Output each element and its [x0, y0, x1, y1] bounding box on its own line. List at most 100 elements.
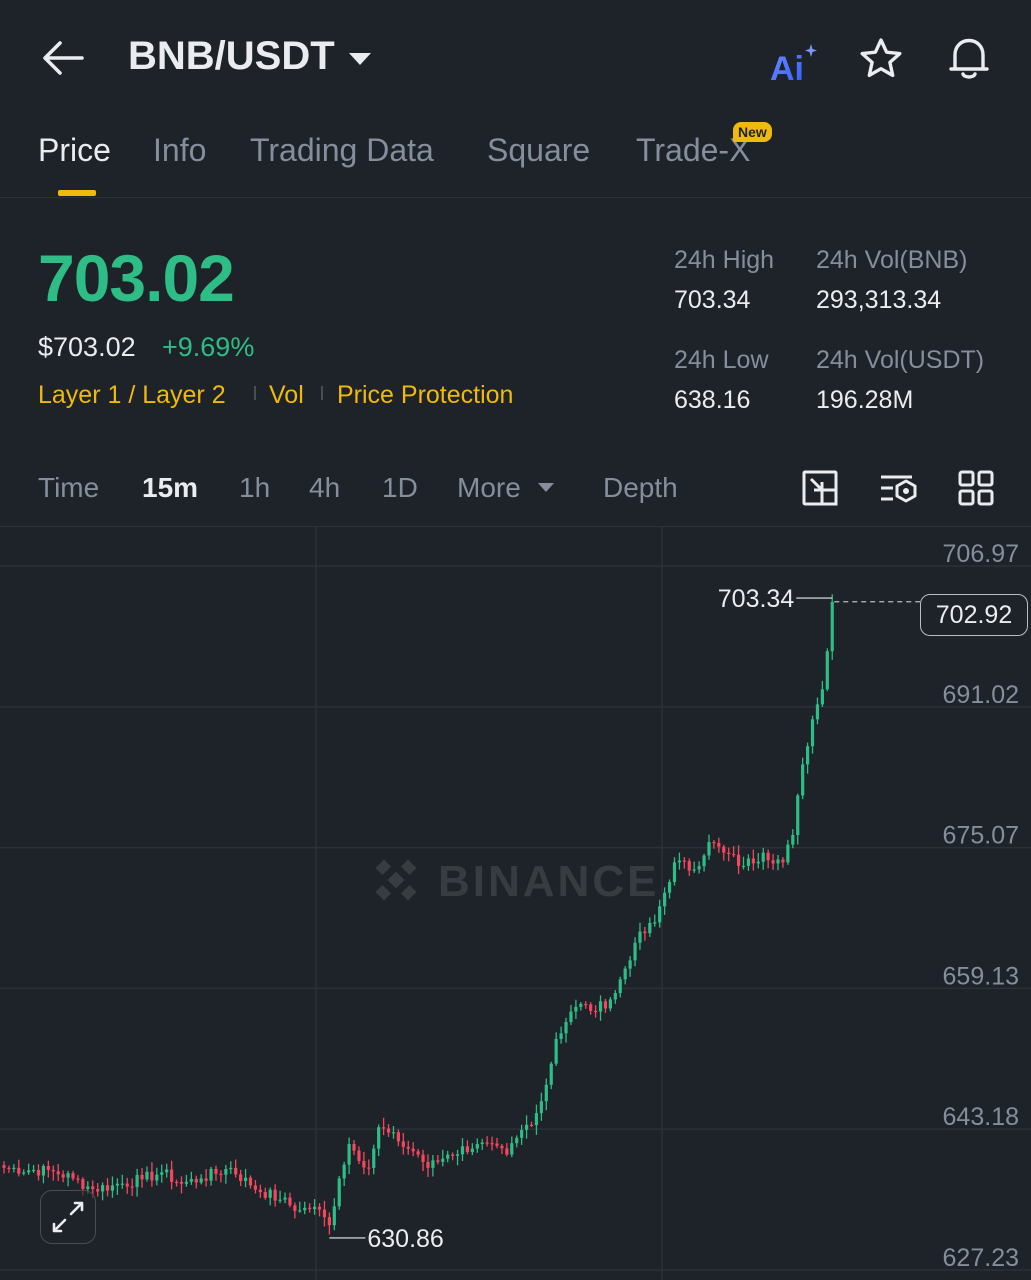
candle-body	[125, 1183, 129, 1187]
tab-trade-x[interactable]: Trade-X	[636, 132, 751, 168]
depth-tab[interactable]: Depth	[603, 472, 678, 503]
fullscreen-chart-button[interactable]	[800, 468, 840, 508]
candle-body	[510, 1143, 514, 1155]
candle-body	[411, 1148, 415, 1152]
candle-body	[347, 1144, 351, 1165]
candle-body	[150, 1171, 154, 1181]
candle-body	[258, 1189, 262, 1193]
candle-body	[184, 1181, 189, 1184]
candle-body	[672, 862, 677, 883]
back-button[interactable]	[38, 36, 86, 80]
tab-square[interactable]: Square	[487, 132, 591, 168]
interval-time[interactable]: Time	[38, 472, 100, 503]
interval-1h[interactable]: 1h	[239, 472, 271, 503]
candle-body	[229, 1167, 233, 1170]
y-tick-label: 659.13	[943, 962, 1019, 990]
candle-body	[480, 1142, 484, 1145]
candle-body	[653, 922, 657, 924]
candle-body	[140, 1174, 144, 1180]
tag-vol[interactable]: Vol	[269, 381, 304, 409]
tag-layer[interactable]: Layer 1 / Layer 2	[38, 381, 226, 409]
candle-body	[633, 942, 637, 961]
low-marker-label: 630.86	[367, 1225, 443, 1253]
pair-selector[interactable]: BNB/USDT	[128, 34, 371, 79]
last-price: 703.02	[38, 241, 235, 315]
candle-body	[446, 1154, 450, 1159]
vol-quote-value: 196.28M	[816, 386, 914, 414]
y-tick-label: 706.97	[943, 540, 1019, 568]
candle-body	[372, 1148, 376, 1168]
candle-body	[569, 1011, 573, 1023]
candle-body	[801, 764, 805, 796]
expand-chart-button[interactable]	[40, 1190, 96, 1244]
candle-body	[36, 1169, 41, 1176]
layout-button[interactable]	[956, 468, 996, 508]
candle-body	[598, 1001, 603, 1012]
candle-body	[796, 795, 800, 836]
interval-more[interactable]: More	[457, 472, 521, 503]
candle-body	[214, 1168, 218, 1174]
candle-body	[199, 1178, 203, 1183]
candle-body	[160, 1172, 164, 1175]
candle-body	[288, 1197, 292, 1206]
interval-1d[interactable]: 1D	[382, 472, 418, 503]
vol-quote-label: 24h Vol(USDT)	[816, 346, 985, 374]
y-tick-label: 643.18	[943, 1103, 1019, 1131]
vol-base-value: 293,313.34	[816, 286, 942, 314]
candle-body	[86, 1186, 90, 1189]
arrow-left-icon	[43, 41, 84, 75]
high-marker-label: 703.34	[718, 585, 795, 613]
candle-body	[584, 1003, 588, 1006]
low-value: 638.16	[674, 386, 751, 414]
candlestick-chart[interactable]: BINANCE 706.97 691.02 675.07 659.13 643.18 62…	[0, 527, 1031, 1280]
candle-body	[352, 1144, 356, 1151]
tab-price[interactable]: Price	[38, 132, 111, 168]
candle-body	[776, 859, 780, 864]
divider	[0, 526, 1031, 527]
candle-body	[194, 1178, 198, 1183]
tab-info[interactable]: Info	[153, 132, 207, 168]
candle-body	[308, 1207, 312, 1210]
favorite-button[interactable]	[858, 36, 904, 82]
candle-body	[263, 1192, 267, 1198]
candle-body	[603, 1001, 608, 1009]
candle-body	[490, 1143, 494, 1145]
star-icon	[860, 38, 902, 78]
candle-body	[559, 1033, 563, 1039]
candle-body	[105, 1185, 110, 1191]
chart-settings-button[interactable]	[878, 468, 918, 508]
y-tick-label: 675.07	[943, 822, 1019, 850]
candle-body	[781, 859, 785, 863]
candle-body	[401, 1141, 405, 1147]
candle-body	[815, 704, 820, 720]
tag-price-protection[interactable]: Price Protection	[337, 381, 514, 409]
candle-body	[130, 1186, 134, 1188]
chart-grid	[0, 527, 1031, 1280]
candle-body	[613, 993, 617, 1000]
candle-body	[179, 1181, 184, 1184]
y-axis: 706.97 691.02 675.07 659.13 643.18 627.23	[943, 540, 1019, 1272]
candle-body	[110, 1185, 115, 1191]
high-value: 703.34	[674, 286, 751, 314]
candle-body	[204, 1178, 208, 1181]
candle-body	[648, 922, 652, 934]
candle-body	[539, 1101, 543, 1114]
candle-body	[189, 1178, 193, 1182]
candle-body	[810, 719, 815, 747]
candles	[2, 594, 834, 1235]
interval-15m[interactable]: 15m	[142, 472, 199, 503]
candle-body	[638, 931, 642, 943]
candle-body	[707, 842, 711, 856]
alert-button[interactable]	[946, 34, 992, 82]
candle-body	[658, 906, 662, 923]
ai-assistant-button[interactable]: Ai	[770, 42, 820, 88]
candle-body	[303, 1207, 307, 1211]
interval-4h[interactable]: 4h	[309, 472, 341, 503]
tab-trading-data[interactable]: Trading Data	[250, 132, 434, 168]
candle-body	[618, 979, 622, 994]
candle-body	[115, 1183, 119, 1186]
current-price-label[interactable]: 702.92	[920, 594, 1028, 636]
candle-body	[761, 852, 765, 862]
candle-body	[120, 1183, 124, 1185]
candle-body	[741, 865, 746, 868]
